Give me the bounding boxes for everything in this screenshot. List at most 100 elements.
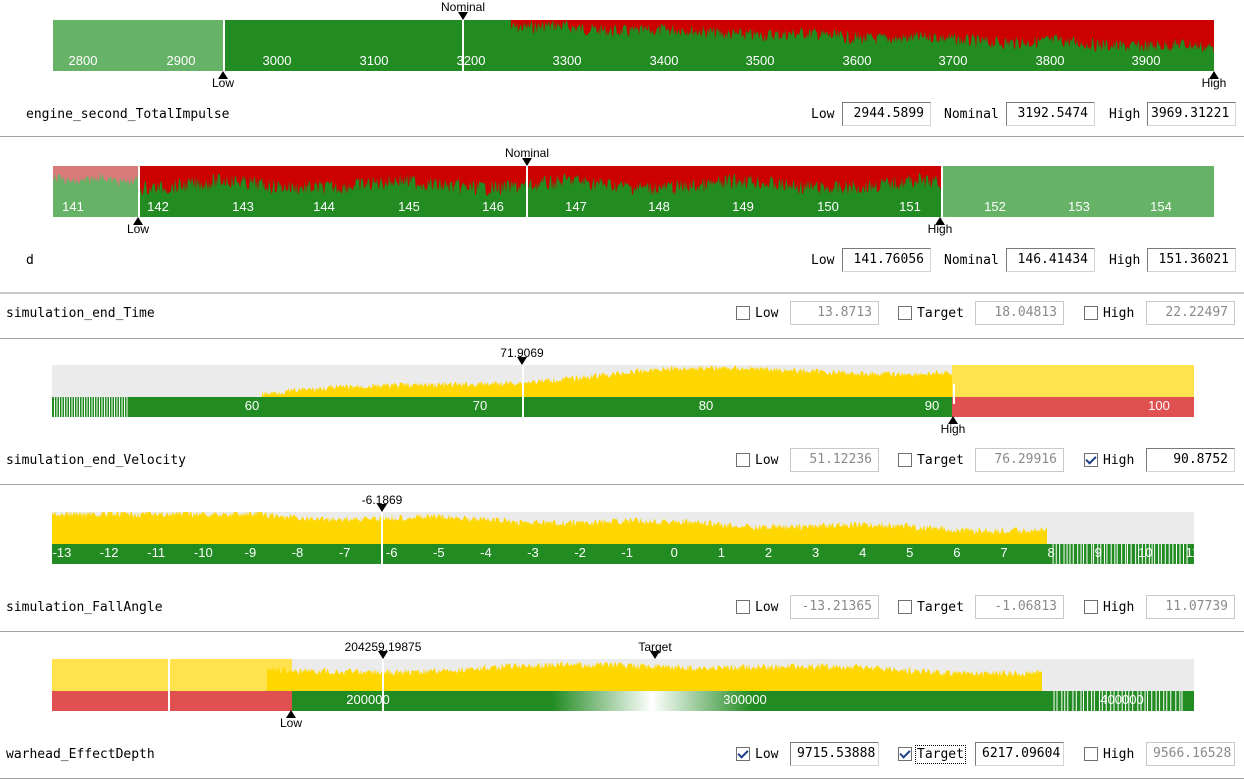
target-field[interactable]: 76.29916 — [975, 448, 1064, 472]
high-label: High — [1103, 600, 1135, 615]
histogram-bar[interactable] — [52, 365, 1194, 417]
tick-label: 100 — [1148, 398, 1170, 413]
target-marker-icon[interactable] — [650, 651, 660, 659]
low-checkbox[interactable] — [736, 453, 750, 467]
value-marker-icon[interactable] — [377, 504, 387, 512]
axis-gap — [1113, 691, 1115, 711]
high-field[interactable]: 151.36021 — [1147, 248, 1236, 272]
marker-line — [381, 512, 383, 564]
target-checkbox[interactable] — [898, 600, 912, 614]
tick-label: 152 — [984, 199, 1006, 214]
axis-gap — [89, 397, 90, 417]
tick-label: 146 — [482, 199, 504, 214]
value-marker-icon[interactable] — [517, 357, 527, 365]
low-field[interactable]: -13.21365 — [790, 595, 879, 619]
axis-gap — [1082, 544, 1084, 564]
target-field[interactable]: 6217.09604 — [975, 742, 1064, 766]
value-marker-label: -6.1869 — [361, 493, 403, 507]
tick-label: 154 — [1150, 199, 1172, 214]
target-field[interactable]: 18.04813 — [975, 301, 1064, 325]
low-field[interactable]: 141.76056 — [842, 248, 931, 272]
nominal-field[interactable]: 146.41434 — [1006, 248, 1095, 272]
panel-simulation-end-time: simulation_end_Time Low 13.8713 Target 1… — [0, 296, 1244, 336]
low-field[interactable]: 2944.5899 — [842, 102, 931, 126]
low-field[interactable]: 13.8713 — [790, 301, 879, 325]
low-marker-icon[interactable] — [218, 71, 228, 79]
axis-gap — [1072, 544, 1074, 564]
axis-gap — [109, 397, 110, 417]
high-label: High — [1109, 253, 1141, 268]
high-field[interactable]: 3969.31221 — [1147, 102, 1236, 126]
high-marker-icon[interactable] — [935, 217, 945, 225]
low-marker-icon[interactable] — [133, 217, 143, 225]
tick-label: 3100 — [359, 53, 389, 68]
high-marker-label: High — [940, 422, 966, 436]
value-marker-icon[interactable] — [378, 651, 388, 659]
high-checkbox[interactable] — [1084, 306, 1098, 320]
nominal-marker-icon[interactable] — [458, 12, 468, 20]
axis-gap — [121, 397, 123, 417]
histogram-fill-out — [52, 659, 292, 691]
axis-gap — [1130, 544, 1132, 564]
tick-label: -7 — [338, 545, 351, 560]
axis-gap — [1128, 691, 1130, 711]
low-marker-icon[interactable] — [286, 710, 296, 718]
failure-density — [53, 166, 138, 187]
target-field[interactable]: -1.06813 — [975, 595, 1064, 619]
tick-label: 3900 — [1131, 53, 1161, 68]
axis-gap — [1160, 544, 1162, 564]
tick-label: 11 — [1185, 545, 1200, 560]
low-checkbox[interactable] — [736, 747, 750, 761]
high-field[interactable]: 9566.16528 — [1146, 742, 1235, 766]
high-marker-icon[interactable] — [1209, 71, 1219, 79]
target-label: Target — [915, 745, 966, 764]
target-gradient — [552, 691, 752, 711]
axis-in-range — [52, 544, 1194, 564]
low-field[interactable]: 9715.53888 — [790, 742, 879, 766]
axis-gap — [1101, 691, 1103, 711]
tick-labels: -13 -12 -11 -10 -9 -8 -7 -6 -5 -4 -3 -2 -1 0 1 2 3 4 5 6 7 8 9… — [52, 512, 1199, 565]
nominal-field[interactable]: 3192.5474 — [1006, 102, 1095, 126]
range-bar[interactable] — [53, 166, 1214, 217]
low-checkbox[interactable] — [736, 306, 750, 320]
axis-gap — [101, 397, 103, 417]
axis-gap — [1147, 691, 1149, 711]
histogram-bar[interactable] — [52, 659, 1194, 711]
target-checkbox[interactable] — [898, 306, 912, 320]
histogram-bar[interactable] — [52, 512, 1194, 564]
axis-gap — [1145, 544, 1147, 564]
axis-gap — [86, 397, 88, 417]
high-checkbox[interactable] — [1084, 600, 1098, 614]
target-checkbox[interactable] — [898, 747, 912, 761]
axis-gap — [106, 397, 108, 417]
histogram-fill — [52, 512, 1047, 544]
high-checkbox[interactable] — [1084, 453, 1098, 467]
high-marker-label: High — [927, 222, 953, 236]
tick-label: 3400 — [649, 53, 679, 68]
nominal-marker-icon[interactable] — [522, 158, 532, 166]
range-bar[interactable] — [53, 20, 1214, 71]
target-checkbox[interactable] — [898, 453, 912, 467]
axis-gap — [1121, 544, 1123, 564]
tick-label: 3700 — [938, 53, 968, 68]
low-marker-label: Low — [211, 76, 235, 90]
axis-gap — [1141, 544, 1143, 564]
tick-labels: 2800 2900 3000 3100 3200 3300 3400 3500 3600 3700… — [53, 20, 1214, 71]
axis-gap — [119, 397, 120, 417]
tick-label: 0 — [670, 545, 678, 560]
high-marker-icon[interactable] — [948, 416, 958, 424]
high-field[interactable]: 11.07739 — [1146, 595, 1235, 619]
tick-label: -12 — [99, 545, 119, 560]
low-label: Low — [755, 600, 779, 615]
high-field[interactable]: 90.8752 — [1146, 448, 1235, 472]
high-checkbox[interactable] — [1084, 747, 1098, 761]
axis-gap — [1148, 544, 1150, 564]
axis-gap — [1072, 691, 1074, 711]
low-label: Low — [811, 253, 835, 268]
target-marker-label: Target — [638, 640, 672, 654]
low-checkbox[interactable] — [736, 600, 750, 614]
axis-gap — [74, 397, 75, 417]
high-field[interactable]: 22.22497 — [1146, 301, 1235, 325]
low-field[interactable]: 51.12236 — [790, 448, 879, 472]
axis-out-of-range — [952, 397, 1194, 417]
